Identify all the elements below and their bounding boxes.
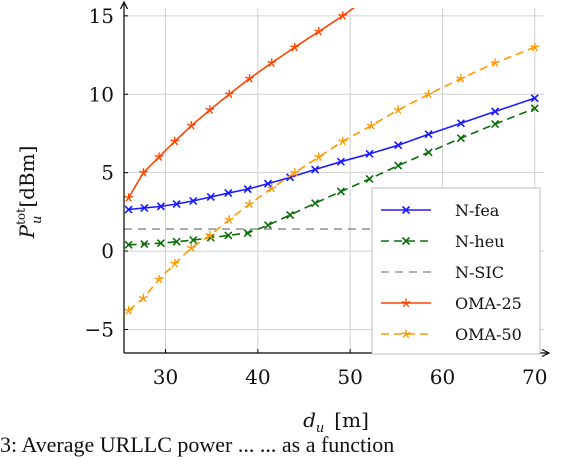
figure-caption: 3: Average URLLC power ... ... as a func… — [0, 432, 395, 457]
data-point-oma-50 — [170, 259, 180, 268]
data-point-n-fea — [336, 157, 345, 166]
data-point-oma-25 — [170, 136, 180, 146]
y-tick-label: −5 — [85, 317, 114, 341]
data-point-oma-50 — [490, 58, 500, 67]
data-point-n-heu — [224, 231, 233, 240]
data-point-n-heu — [286, 210, 295, 220]
legend-marker-n-fea — [401, 205, 411, 215]
data-point-oma-50 — [338, 136, 348, 146]
data-point-n-fea — [424, 130, 433, 139]
data-point-oma-50 — [205, 230, 215, 240]
x-tick-label: 30 — [153, 365, 178, 389]
data-point-oma-50 — [186, 243, 196, 252]
chart-figure: 30 40 50 60 70 −5 0 5 10 15 Ptot u[dBm] du [m] N-fe… — [14, 0, 551, 432]
y-axis-arrow — [119, 0, 129, 10]
data-point-oma-25 — [124, 193, 134, 202]
data-point-oma-50 — [267, 183, 277, 193]
data-point-oma-25 — [267, 58, 277, 67]
data-point-n-heu — [172, 237, 181, 246]
data-point-oma-50 — [424, 89, 434, 99]
data-point-oma-25 — [205, 105, 215, 114]
data-point-oma-50 — [366, 121, 376, 130]
x-tick-label: 40 — [245, 365, 270, 389]
legend-label-n-fea: N-fea — [455, 201, 500, 220]
data-point-n-fea — [365, 149, 374, 158]
legend-marker-oma-25 — [401, 298, 411, 308]
data-point-oma-50 — [154, 274, 164, 284]
y-tick-label: 5 — [101, 161, 114, 185]
legend-label-n-heu: N-heu — [455, 232, 504, 251]
data-point-n-heu — [124, 240, 133, 249]
data-point-oma-50 — [456, 74, 466, 83]
data-point-n-heu — [424, 148, 433, 157]
svg-text:du[m]: du [m] — [303, 408, 369, 432]
legend-marker-n-heu — [401, 236, 411, 246]
data-point-oma-25 — [154, 152, 164, 162]
data-point-n-fea — [206, 192, 215, 202]
data-point-oma-50 — [138, 293, 148, 303]
data-point-n-fea — [172, 199, 181, 209]
data-point-n-fea — [311, 165, 320, 174]
series-line-n-fea — [128, 97, 536, 211]
data-point-n-fea — [189, 196, 198, 205]
data-point-n-fea — [140, 203, 149, 213]
data-point-n-heu — [263, 221, 273, 230]
data-point-n-heu — [156, 239, 165, 248]
y-tick-label: 10 — [89, 82, 114, 106]
data-point-oma-50 — [245, 199, 255, 209]
y-tick-label: 0 — [101, 239, 114, 263]
data-point-n-heu — [456, 134, 465, 143]
x-tick-label: 60 — [430, 365, 455, 389]
y-axis-label: Ptot u[dBm] — [14, 146, 45, 240]
data-point-oma-25 — [314, 27, 324, 36]
data-point-n-heu — [140, 239, 149, 249]
data-point-n-fea — [491, 107, 500, 116]
data-point-n-fea — [263, 179, 273, 188]
legend: N-fea N-heu N-SIC OMA-25 OMA-50 — [371, 187, 541, 355]
legend-box — [371, 187, 541, 355]
data-point-n-fea — [124, 205, 133, 214]
data-point-oma-50 — [393, 105, 403, 114]
data-point-n-heu — [311, 199, 320, 208]
legend-label-n-sic: N-SIC — [455, 263, 504, 282]
series-line-oma-50 — [128, 46, 536, 312]
data-point-n-fea — [530, 94, 539, 103]
data-point-n-fea — [394, 141, 403, 150]
data-point-oma-25 — [364, 0, 373, 1]
data-point-n-fea — [224, 188, 233, 198]
legend-marker-oma-50 — [401, 329, 411, 339]
data-point-n-heu — [365, 174, 374, 183]
data-point-oma-25 — [245, 74, 255, 83]
series-line-n-heu — [128, 107, 536, 246]
data-point-n-heu — [530, 104, 539, 113]
x-tick-label: 50 — [337, 365, 362, 389]
legend-label-oma-50: OMA-50 — [455, 325, 522, 344]
x-axis-arrow — [541, 348, 551, 358]
data-point-oma-50 — [314, 152, 324, 162]
series-line-oma-25 — [127, 8, 355, 199]
data-point-n-fea — [243, 185, 252, 194]
data-point-oma-50 — [290, 168, 300, 177]
data-point-n-fea — [456, 119, 465, 128]
data-point-n-heu — [491, 119, 500, 129]
data-point-oma-25 — [290, 42, 300, 52]
y-tick-label: 15 — [89, 4, 114, 28]
data-point-n-heu — [394, 161, 403, 170]
data-point-oma-25 — [224, 89, 234, 99]
data-point-n-heu — [243, 228, 252, 238]
data-point-n-fea — [156, 202, 165, 211]
x-tick-label: 70 — [522, 365, 547, 389]
data-point-oma-25 — [138, 168, 148, 177]
data-point-n-heu — [336, 187, 345, 196]
data-point-oma-50 — [530, 42, 540, 52]
tick-labels: 30 40 50 60 70 −5 0 5 10 15 — [85, 4, 548, 389]
x-axis-label: du [m] — [303, 408, 369, 432]
data-point-oma-50 — [224, 215, 234, 224]
legend-label-oma-25: OMA-25 — [455, 294, 522, 313]
data-point-n-heu — [189, 236, 198, 245]
data-point-oma-25 — [186, 121, 196, 130]
data-point-oma-50 — [124, 306, 134, 315]
data-point-oma-25 — [338, 11, 348, 20]
